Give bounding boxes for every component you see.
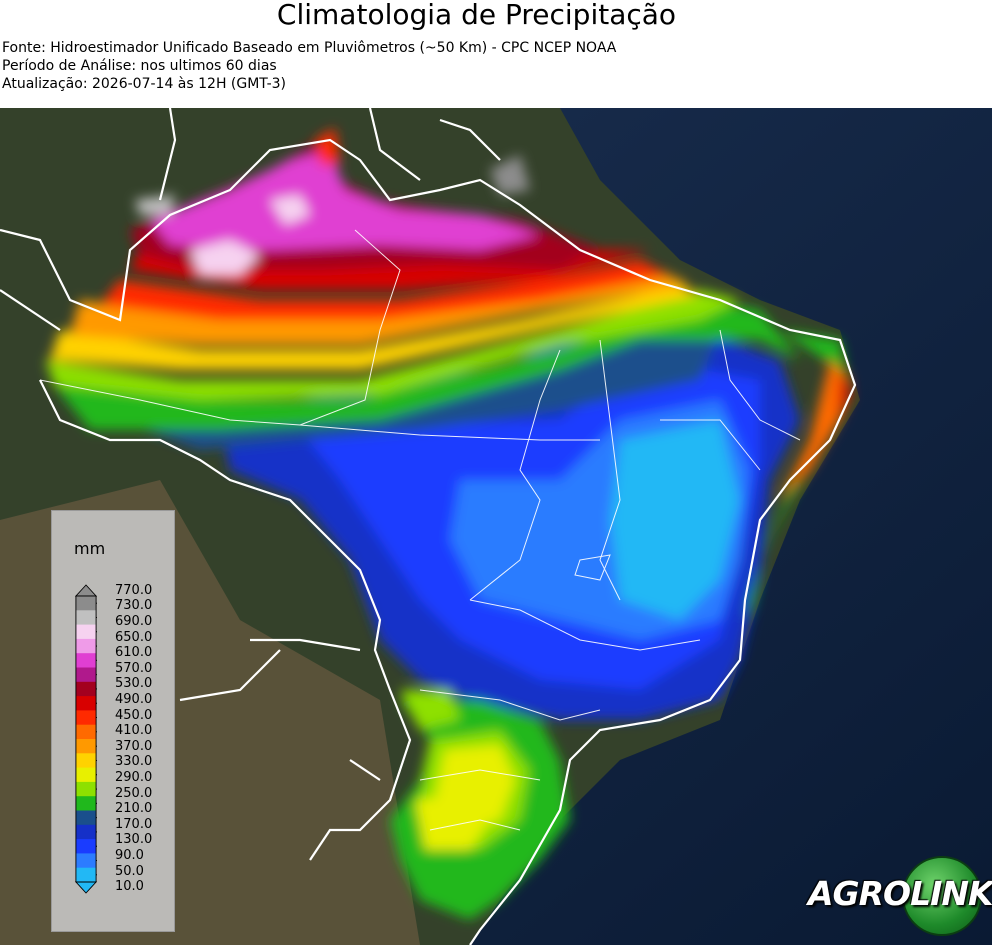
agrolink-logo: AGROLINK [806,856,992,936]
colorbar-tick-label: 330.0 [115,754,153,770]
colorbar-tick-label: 10.0 [115,879,144,895]
colorbar [75,584,97,894]
colorbar-tick-label: 690.0 [115,614,153,629]
colorbar-swatch [75,681,97,697]
colorbar-tick-label: 250.0 [115,785,153,801]
colorbar-tick-label: 90.0 [115,848,144,863]
colorbar-tick-label: 210.0 [115,801,153,817]
colorbar-tick-label: 530.0 [115,676,153,692]
colorbar-swatch [75,739,97,754]
colorbar-tick-label: 650.0 [115,629,153,645]
source-line: Fonte: Hidroestimador Unificado Baseado … [2,40,617,56]
colorbar-tick-label: 610.0 [115,645,153,661]
colorbar-swatch [75,624,97,640]
colorbar-swatch [75,796,97,811]
colorbar-tick-label: 130.0 [115,832,153,848]
legend-unit: mm [74,539,106,558]
colorbar-swatch [75,596,97,611]
colorbar-tick-label: 290.0 [115,770,153,785]
colorbar-tick-label: 50.0 [115,863,144,879]
precipitation-map [0,108,992,945]
colorbar-swatch [75,824,97,840]
country-borders [0,108,857,945]
colorbar-tick-label: 410.0 [115,723,153,739]
update-line: Atualização: 2026-07-14 às 12H (GMT-3) [2,76,286,92]
colorbar-legend: mm 770.0 730.0 690.0 650.0 610.0 570.0 530.0 49… [51,510,175,932]
colorbar-swatch [75,867,97,883]
colorbar-swatch [75,781,97,797]
colorbar-swatch [75,710,97,726]
colorbar-tick-label: 370.0 [115,738,153,754]
colorbar-swatch [75,753,97,769]
colorbar-frame [75,595,97,883]
colorbar-tick-label: 490.0 [115,692,153,707]
period-line: Período de Análise: nos ultimos 60 dias [2,58,277,74]
colorbar-tick-label: 570.0 [115,660,153,676]
logo-text-link: LINK [910,874,992,913]
colorbar-tick-label: 730.0 [115,598,153,614]
logo-text-agro: AGRO [808,874,911,913]
colorbar-swatch [75,653,97,668]
colorbar-min-arrow [75,881,97,894]
colorbar-tick-label: 770.0 [115,582,153,598]
colorbar-swatch [75,610,97,626]
colorbar-swatch [75,638,97,654]
colorbar-tick-label: 450.0 [115,707,153,723]
colorbar-tick-label: 170.0 [115,816,153,832]
colorbar-swatch [75,667,97,683]
colorbar-swatch [75,853,97,869]
map-title: Climatologia de Precipitação [276,0,677,31]
colorbar-max-arrow [75,584,97,597]
state-borders [39,229,801,831]
colorbar-swatch [75,767,97,783]
precipitation-field [45,128,852,920]
colorbar-swatch [75,696,97,711]
colorbar-swatch [75,839,97,854]
colorbar-swatch [75,724,97,740]
colorbar-swatch [75,810,97,826]
logo-circle [902,856,982,936]
map-canvas [0,108,992,945]
logo-text: AGROLINK [808,874,992,913]
